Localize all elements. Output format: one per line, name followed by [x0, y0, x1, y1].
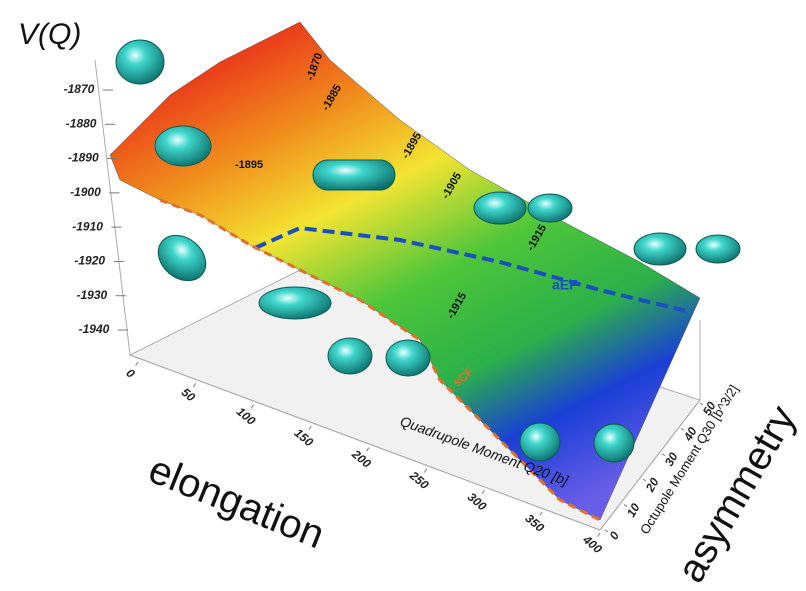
z-tick-label: -1940	[79, 322, 110, 336]
x-tick-label: 400	[580, 532, 605, 556]
x-tick-label: 300	[465, 490, 490, 514]
x-tick-label: 50	[179, 385, 198, 405]
x-tick	[482, 490, 484, 494]
chart-title: V(Q)	[18, 18, 81, 51]
chart: V(Q) Quadrupole Moment Q20 [b] Octupole …	[0, 0, 806, 591]
x-tick	[424, 469, 426, 473]
x-tick-label: 150	[292, 426, 317, 450]
z-tick-label: -1880	[66, 116, 97, 130]
x-tick-label: 200	[349, 446, 374, 470]
x-tick-label: 100	[234, 404, 259, 428]
x-tick	[367, 448, 369, 452]
x-tick	[598, 533, 600, 537]
x-tick	[136, 362, 138, 366]
x-tick	[251, 405, 253, 409]
x-tick-label: 250	[406, 468, 431, 492]
z-tick-label: -1870	[64, 82, 95, 96]
y-tick-label: 0	[607, 529, 623, 542]
contour-label: -1895	[235, 159, 263, 171]
x-tick-label: 350	[523, 511, 548, 535]
z-tick-label: -1930	[77, 288, 108, 302]
x-tick	[193, 383, 195, 387]
elongation-label: elongation	[143, 447, 331, 557]
z-tick-label: -1890	[68, 151, 99, 165]
x-tick	[309, 426, 311, 430]
x-tick	[540, 512, 542, 516]
y-tick-label: 10	[624, 501, 643, 520]
path-label: aEF	[552, 277, 578, 293]
z-tick-label: -1920	[74, 254, 105, 268]
z-tick-label: -1900	[70, 185, 101, 199]
z-tick-label: -1910	[72, 219, 103, 233]
x-tick-label: 0	[123, 366, 137, 381]
